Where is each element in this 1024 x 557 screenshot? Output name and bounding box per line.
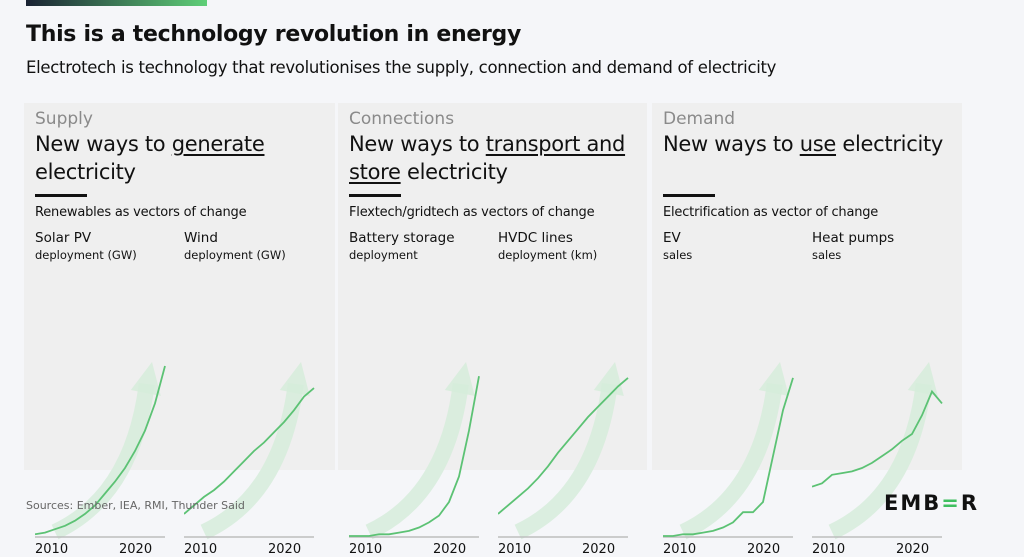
x-tick-label: 2020 (268, 542, 302, 557)
trend-arrowhead-icon (130, 362, 161, 396)
x-tick-label: 2020 (119, 542, 153, 557)
x-tick-label: 2010 (498, 542, 532, 557)
sources-note: Sources: Ember, IEA, RMI, Thunder Said (26, 499, 245, 512)
trend-arrow-icon (514, 382, 618, 540)
chart-title: HVDC lines (498, 230, 573, 246)
x-tick-label: 2020 (433, 542, 467, 557)
mini-chart-solar-pv: Solar PV deployment (GW) 2010 2020 (35, 230, 175, 557)
mini-chart-heat-pumps: Heat pumps sales 2010 2020 (812, 230, 952, 557)
chart-subtitle: sales (663, 248, 693, 262)
trend-arrowhead-icon (593, 362, 624, 396)
chart-title: Solar PV (35, 230, 92, 246)
divider (35, 194, 87, 197)
trend-arrowhead-icon (758, 362, 789, 396)
series-line (812, 389, 943, 488)
x-tick-label: 2010 (184, 542, 218, 557)
panel-demand: Demand New ways to use electricity Elect… (652, 103, 962, 557)
trend-arrowhead-icon (444, 362, 475, 396)
chart-subtitle: deployment (GW) (184, 248, 286, 262)
mini-chart-wind: Wind deployment (GW) 2010 2020 (184, 230, 324, 557)
trend-arrowhead-icon (907, 362, 938, 396)
chart-title: EV (663, 230, 681, 246)
trend-arrow-icon (679, 382, 783, 540)
divider (349, 194, 401, 197)
trend-arrowhead-icon (279, 362, 310, 396)
x-tick-label: 2020 (747, 542, 781, 557)
panel-category: Supply (35, 109, 93, 129)
x-tick-label: 2010 (35, 542, 69, 557)
mini-chart-hvdc-lines: HVDC lines deployment (km) 2010 2020 (498, 230, 638, 557)
x-tick-label: 2020 (582, 542, 616, 557)
page-title: This is a technology revolution in energ… (26, 22, 522, 47)
ember-logo: EMB=R (884, 491, 980, 515)
chart-subtitle: deployment (GW) (35, 248, 137, 262)
chart-subtitle: deployment (349, 248, 418, 262)
trend-arrow-icon (365, 382, 469, 540)
panel-heading: New ways to generate electricity (35, 132, 265, 184)
top-accent-bar (26, 0, 207, 6)
panel-heading: New ways to transport and store electric… (349, 132, 626, 184)
x-tick-label: 2010 (349, 542, 383, 557)
panel-supply: Supply New ways to generate electricity … (24, 103, 335, 557)
chart-subtitle: sales (812, 248, 842, 262)
divider (663, 194, 715, 197)
chart-title: Heat pumps (812, 230, 895, 246)
panel-heading: New ways to use electricity (663, 132, 944, 156)
series-line (184, 387, 315, 515)
chart-title: Wind (184, 230, 218, 246)
panel-connections: Connections New ways to transport and st… (338, 103, 647, 557)
mini-chart-ev: EV sales 2010 2020 (663, 230, 803, 557)
mini-chart-battery-storage: Battery storage deployment 2010 2020 (349, 230, 489, 557)
panel-vector-label: Flextech/gridtech as vectors of change (349, 205, 595, 220)
panel-vector-label: Renewables as vectors of change (35, 205, 247, 220)
panel-category: Connections (349, 109, 455, 129)
x-tick-label: 2010 (663, 542, 697, 557)
chart-subtitle: deployment (km) (498, 248, 598, 262)
page-subtitle: Electrotech is technology that revolutio… (26, 58, 777, 77)
x-tick-label: 2020 (896, 542, 930, 557)
chart-title: Battery storage (349, 230, 455, 246)
series-line (498, 377, 629, 515)
x-tick-label: 2010 (812, 542, 846, 557)
panel-category: Demand (663, 109, 736, 129)
panel-vector-label: Electrification as vector of change (663, 205, 879, 220)
